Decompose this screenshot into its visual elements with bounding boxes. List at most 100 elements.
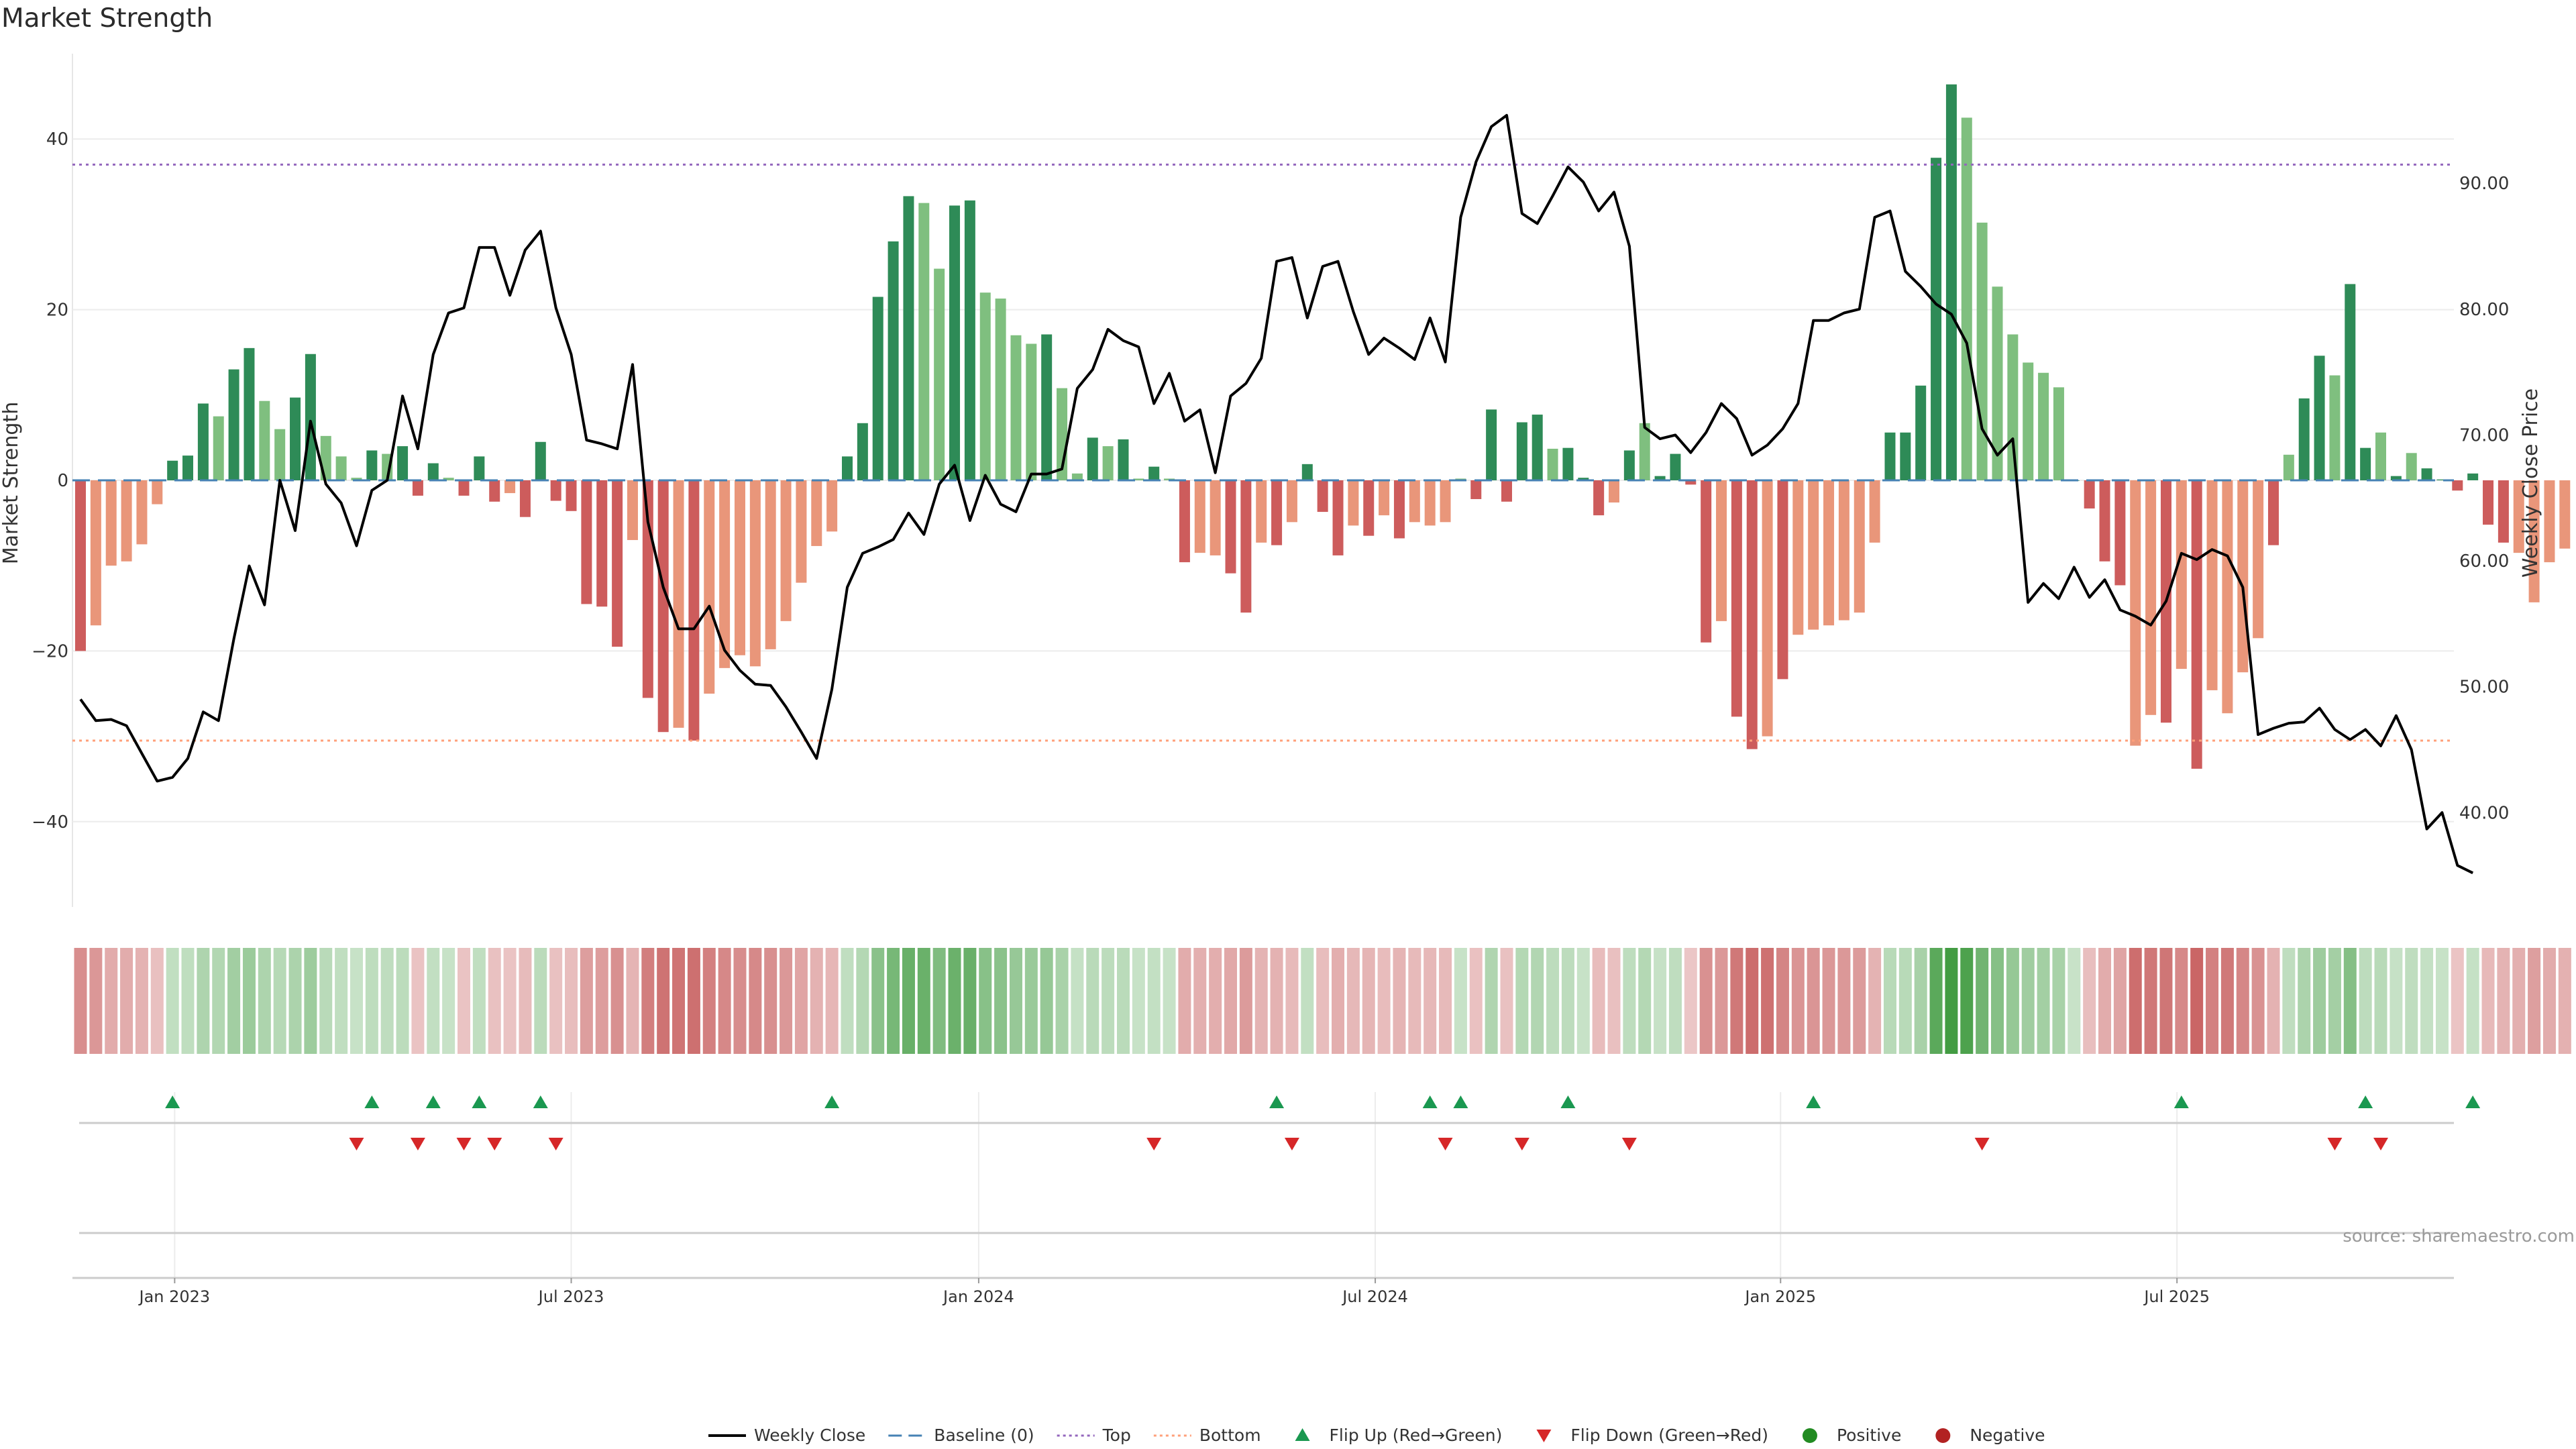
heat-cell <box>1254 948 1268 1054</box>
heat-cell <box>764 948 777 1054</box>
strength-bar <box>1179 480 1190 563</box>
heat-cell <box>1102 948 1115 1054</box>
heat-cell <box>2466 948 2479 1054</box>
heat-cell <box>1715 948 1728 1054</box>
heat-cell <box>1469 948 1483 1054</box>
flip-markers <box>165 1095 2481 1150</box>
heat-cell <box>2359 948 2372 1054</box>
flip-down-marker <box>349 1138 364 1150</box>
strength-bar <box>2329 375 2341 480</box>
strength-bar <box>366 450 378 480</box>
strength-bar <box>949 205 961 480</box>
y-tick-label: 20 <box>46 301 68 321</box>
flip-down-marker <box>2327 1138 2343 1150</box>
heat-cell <box>1485 948 1498 1054</box>
heat-cell <box>1868 948 1882 1054</box>
y-tick-label: −40 <box>32 812 68 833</box>
heat-cell <box>1439 948 1452 1054</box>
strength-bar <box>2528 480 2540 602</box>
heat-cell <box>841 948 854 1054</box>
heat-cell <box>442 948 455 1054</box>
flip-up-marker <box>533 1095 548 1108</box>
strength-bar <box>1440 480 1451 523</box>
strength-bar <box>1854 480 1865 613</box>
strength-bar <box>1869 480 1880 543</box>
heat-cell <box>2021 948 2035 1054</box>
strength-bar <box>167 460 178 480</box>
y2-axis-label: Weekly Close Price <box>2519 388 2542 578</box>
strength-bar <box>2345 284 2356 480</box>
heat-cell <box>1362 948 1375 1054</box>
strength-bar <box>1562 447 1574 480</box>
heat-cell <box>1576 948 1590 1054</box>
strength-bar <box>1593 480 1605 516</box>
strength-bar <box>1102 446 1114 480</box>
y-tick-label: 40 <box>46 129 68 150</box>
heat-cell <box>2175 948 2188 1054</box>
heat-cell <box>1976 948 1989 1054</box>
strength-bar <box>519 480 531 517</box>
strength-bar <box>2023 362 2034 480</box>
strength-bar <box>2360 447 2371 480</box>
heat-cell <box>1086 948 1099 1054</box>
strength-bar <box>1071 473 1083 480</box>
flip-down-marker <box>1146 1138 1162 1150</box>
strength-bar <box>290 397 301 480</box>
strength-bar <box>1976 222 1988 480</box>
strength-bar <box>489 480 500 502</box>
heat-cell <box>2098 948 2112 1054</box>
heat-cell <box>1285 948 1299 1054</box>
strength-bar <box>1731 480 1742 717</box>
legend-label-bottom: Bottom <box>1199 1426 1261 1445</box>
heat-cell <box>1654 948 1667 1054</box>
strength-bar <box>1746 480 1758 749</box>
strength-bar <box>2390 476 2402 480</box>
heat-cell <box>1393 948 1406 1054</box>
flip-down-marker <box>1438 1138 1453 1150</box>
strength-bar <box>749 480 761 667</box>
strength-bar <box>842 456 853 480</box>
heat-cell <box>1040 948 1053 1054</box>
heat-cell <box>1055 948 1069 1054</box>
heat-cell <box>1531 948 1544 1054</box>
heat-cell <box>718 948 731 1054</box>
heat-cell <box>427 948 440 1054</box>
strength-bar <box>90 480 101 626</box>
heat-cell <box>1960 948 1974 1054</box>
x-tick-labels: Jan 2023 Jul 2023 Jan 2024 Jul 2024 Jan 2025… <box>138 1278 2210 1306</box>
legend-label-negative: Negative <box>1970 1426 2045 1445</box>
strength-bar <box>152 480 163 504</box>
flip-up-marker <box>1269 1095 1285 1108</box>
heat-cell <box>2313 948 2326 1054</box>
heat-cell <box>1699 948 1713 1054</box>
heat-cell <box>1776 948 1789 1054</box>
strength-bar <box>2483 480 2494 525</box>
strength-bar <box>857 423 868 480</box>
strength-bar <box>2406 453 2417 480</box>
heat-cell <box>1316 948 1330 1054</box>
heat-cell <box>1853 948 1866 1054</box>
heat-cell <box>2159 948 2173 1054</box>
y-tick-labels: 40 20 0 −20 −40 <box>32 129 68 833</box>
heat-cell <box>1270 948 1283 1054</box>
heat-cell <box>2006 948 2019 1054</box>
heat-cell <box>1193 948 1207 1054</box>
heat-cell <box>1209 948 1222 1054</box>
strength-bar <box>657 480 669 733</box>
heat-cell <box>120 948 133 1054</box>
heat-cell <box>319 948 333 1054</box>
strength-bar <box>1133 478 1144 480</box>
heat-cell <box>780 948 793 1054</box>
heat-cell <box>2083 948 2096 1054</box>
heat-cell <box>1424 948 1437 1054</box>
heat-cell <box>1132 948 1145 1054</box>
flip-down-marker <box>456 1138 472 1150</box>
heat-cell <box>1837 948 1851 1054</box>
strength-bar <box>704 480 715 694</box>
heat-cell <box>1454 948 1467 1054</box>
strength-bar <box>1516 422 1527 480</box>
flip-up-marker <box>2174 1095 2189 1108</box>
strength-bar <box>1808 480 1819 630</box>
heat-cell <box>810 948 823 1054</box>
heat-cell <box>350 948 363 1054</box>
